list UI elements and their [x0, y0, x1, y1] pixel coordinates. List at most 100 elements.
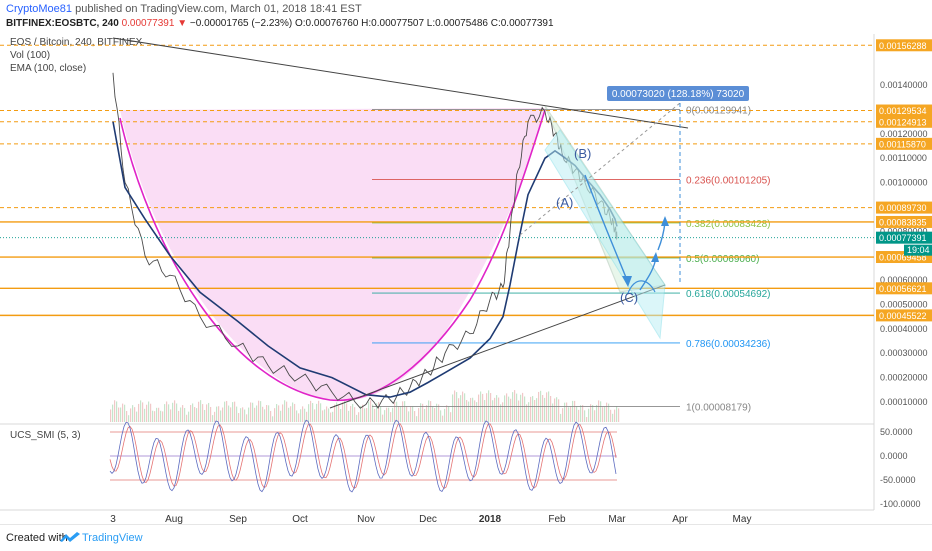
arrowhead-up-icon-2: [661, 216, 669, 226]
time-axis[interactable]: 3 Aug Sep Oct Nov Dec 2018 Feb Mar Apr May: [110, 514, 751, 524]
volume-bar: [340, 408, 342, 422]
volume-bar: [570, 406, 572, 422]
volume-bar: [572, 400, 574, 422]
time-label: Feb: [548, 514, 566, 524]
volume-bar: [600, 401, 602, 422]
volume-bar: [236, 406, 238, 422]
volume-bar: [522, 392, 524, 422]
volume-bar: [376, 403, 378, 422]
volume-bar: [330, 412, 332, 422]
volume-bar: [132, 405, 134, 422]
volume-bar: [298, 413, 300, 422]
volume-bar: [494, 397, 496, 422]
volume-bar: [408, 411, 410, 422]
time-label: Sep: [229, 514, 247, 524]
volume-bar: [390, 412, 392, 422]
volume-bar: [604, 406, 606, 422]
volume-bar: [552, 403, 554, 422]
legend-indicator[interactable]: UCS_SMI (5, 3): [10, 430, 81, 441]
volume-bar: [246, 414, 248, 422]
volume-bar: [202, 404, 204, 422]
volume-bars: [110, 390, 620, 422]
volume-bar: [336, 402, 338, 422]
price-chart[interactable]: 0(0.00129941) 0.236(0.00101205) 0.382(0.00…: [0, 0, 932, 524]
indicator-tick-label: 0.0000: [880, 451, 908, 461]
current-price-tag: [876, 231, 932, 244]
measure-tag[interactable]: [607, 86, 749, 101]
volume-bar: [366, 408, 368, 422]
volume-bar: [208, 402, 210, 422]
price-tick-label: 0.00140000: [880, 80, 928, 90]
volume-bar: [170, 409, 172, 422]
volume-bar: [602, 407, 604, 422]
volume-bar: [404, 401, 406, 422]
volume-bar: [538, 391, 540, 422]
volume-bar: [274, 408, 276, 422]
tradingview-link[interactable]: TradingView: [82, 532, 143, 544]
volume-bar: [140, 400, 142, 422]
level-tag-text: 0.00069458: [879, 253, 927, 263]
fib-label-0.5: 0.5(0.00069060): [686, 254, 759, 265]
volume-bar: [264, 409, 266, 422]
arrowhead-up-icon: [651, 252, 659, 262]
volume-bar: [554, 398, 556, 422]
volume-bar: [348, 410, 350, 422]
level-tag-text: 0.00056621: [879, 284, 927, 294]
volume-bar: [316, 403, 318, 422]
volume-bar: [606, 402, 608, 422]
price-tick-label: 0.00120000: [880, 129, 928, 139]
upper-trendline[interactable]: [112, 37, 689, 129]
wave-label-b: (B): [574, 146, 591, 161]
volume-bar: [182, 405, 184, 422]
volume-bar: [584, 410, 586, 422]
volume-bar: [618, 408, 620, 422]
volume-bar: [504, 395, 506, 422]
volume-bar: [546, 392, 548, 422]
volume-bar: [160, 410, 162, 422]
footer: Created with TradingView: [0, 524, 932, 551]
lower-trendline[interactable]: [329, 284, 666, 409]
volume-bar: [260, 401, 262, 422]
wave-label-a: (A): [556, 195, 573, 210]
fib-label-0: 0(0.00129941): [686, 106, 751, 117]
volume-bar: [412, 406, 414, 422]
volume-bar: [470, 397, 472, 422]
volume-bar: [222, 407, 224, 422]
legend-vol[interactable]: Vol (100): [10, 50, 51, 61]
volume-bar: [388, 407, 390, 422]
price-axis[interactable]: 0.001400000.001300000.001200000.00110000…: [0, 39, 932, 407]
horizontal-levels[interactable]: [0, 44, 874, 317]
volume-bar: [332, 411, 334, 422]
volume-bar: [292, 402, 294, 422]
legend-title[interactable]: EOS / Bitcoin, 240, BITFINEX: [10, 37, 143, 48]
cyan-channel[interactable]: [544, 129, 666, 340]
volume-bar: [536, 398, 538, 422]
indicator-panel[interactable]: [109, 419, 617, 493]
volume-bar: [346, 403, 348, 422]
volume-bar: [146, 404, 148, 422]
fib-retracement[interactable]: 0(0.00129941) 0.236(0.00101205) 0.382(0.00…: [372, 106, 771, 414]
volume-bar: [396, 401, 398, 422]
author-link[interactable]: CryptoMoe81: [6, 3, 73, 15]
volume-bar: [556, 397, 558, 422]
volume-bar: [338, 405, 340, 422]
volume-bar: [266, 405, 268, 422]
volume-bar: [324, 409, 326, 422]
volume-bar: [478, 394, 480, 422]
volume-bar: [386, 407, 388, 422]
tradingview-logo-icon: [60, 532, 80, 542]
volume-bar: [282, 404, 284, 422]
legend-ema[interactable]: EMA (100, close): [10, 63, 87, 74]
volume-bar: [262, 406, 264, 422]
volume-bar: [128, 415, 130, 422]
volume-bar: [356, 414, 358, 422]
volume-bar: [614, 409, 616, 422]
volume-bar: [506, 393, 508, 422]
fib-label-0.382: 0.382(0.00083428): [686, 219, 771, 230]
price-tick-label: 0.00080000: [880, 226, 928, 236]
volume-bar: [520, 394, 522, 422]
volume-bar: [154, 411, 156, 422]
fib-label-1: 1(0.00008179): [686, 402, 751, 413]
volume-bar: [300, 409, 302, 422]
volume-bar: [206, 404, 208, 422]
